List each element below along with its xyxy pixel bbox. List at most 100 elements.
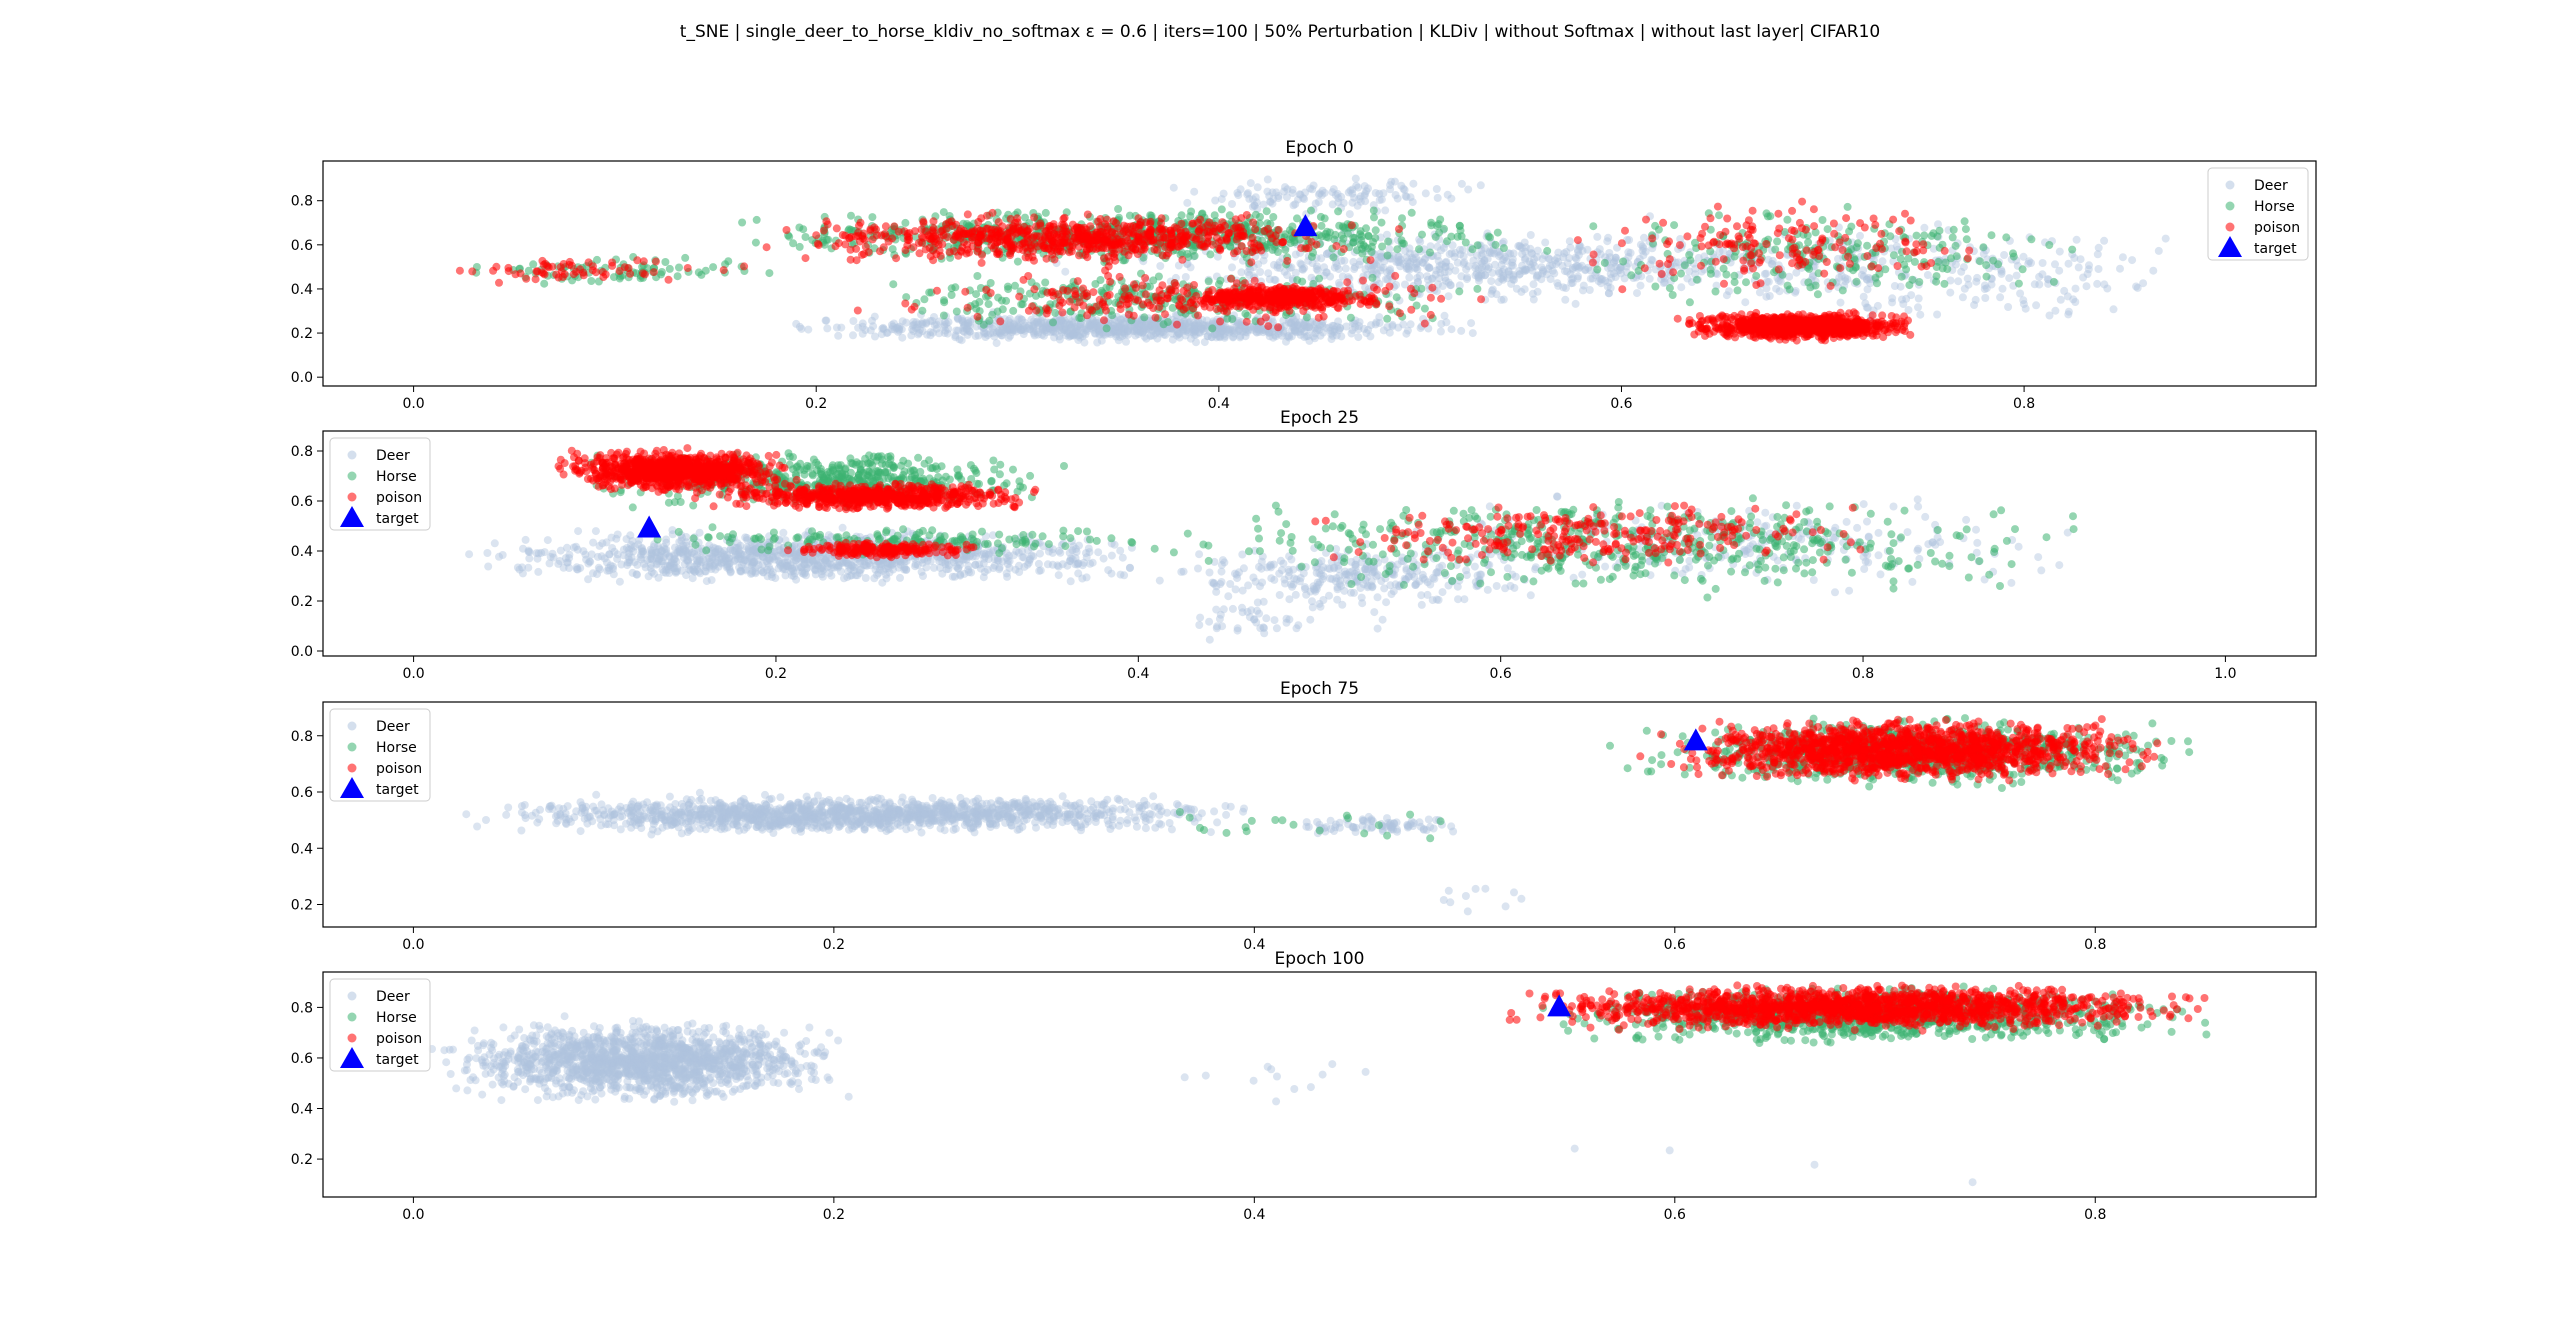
- deer-point: [1094, 323, 1103, 332]
- poison-point: [1088, 306, 1096, 315]
- deer-point: [1364, 325, 1373, 334]
- poison-point: [977, 235, 986, 244]
- deer-point: [1933, 310, 1942, 319]
- deer-point: [895, 326, 904, 335]
- deer-point: [1291, 318, 1300, 326]
- horse-point: [1415, 245, 1423, 254]
- deer-point: [2064, 259, 2073, 268]
- deer-point: [989, 328, 998, 337]
- deer-point: [1183, 198, 1192, 207]
- deer-point: [1458, 245, 1467, 254]
- horse-point: [1204, 277, 1213, 286]
- deer-point: [1056, 322, 1065, 331]
- deer-point: [1287, 332, 1296, 341]
- deer-point: [1169, 183, 1178, 192]
- poison-point: [1047, 288, 1056, 297]
- deer-point: [1146, 322, 1155, 331]
- deer-point: [1241, 325, 1250, 334]
- deer-point: [923, 330, 932, 339]
- deer-point: [894, 327, 903, 336]
- deer-point: [1271, 276, 1280, 285]
- horse-point: [1021, 213, 1029, 222]
- deer-point: [1259, 328, 1268, 337]
- deer-point: [1335, 278, 1343, 287]
- deer-point: [1006, 318, 1015, 327]
- deer-point: [1484, 265, 1493, 273]
- deer-point: [1149, 331, 1158, 340]
- poison-point: [1347, 221, 1356, 230]
- poison-point: [996, 317, 1005, 326]
- deer-point: [1402, 329, 1411, 338]
- horse-point: [1241, 309, 1250, 318]
- horse-point: [1873, 279, 1881, 288]
- poison-point: [1042, 227, 1051, 236]
- poison-point: [973, 312, 982, 321]
- deer-point: [1057, 316, 1066, 325]
- deer-point: [1152, 323, 1161, 332]
- deer-point: [1149, 322, 1157, 331]
- horse-point: [610, 273, 618, 282]
- deer-point: [1016, 326, 1025, 335]
- deer-point: [1008, 324, 1016, 333]
- deer-point: [1110, 325, 1119, 334]
- poison-point: [1410, 289, 1419, 298]
- deer-point: [1312, 326, 1321, 335]
- deer-point: [1553, 279, 1562, 288]
- poison-point: [1299, 307, 1308, 315]
- deer-point: [1132, 327, 1141, 336]
- deer-point: [1254, 324, 1263, 333]
- poison-point: [890, 222, 899, 231]
- poison-point: [1396, 309, 1404, 318]
- deer-point: [918, 320, 927, 329]
- horse-point: [1897, 272, 1906, 281]
- deer-point: [1029, 317, 1038, 326]
- deer-point: [1005, 325, 1014, 334]
- deer-point: [959, 327, 968, 335]
- poison-point: [1141, 274, 1150, 282]
- deer-point: [1045, 324, 1054, 333]
- deer-point: [1034, 319, 1043, 328]
- poison-point: [1300, 293, 1309, 302]
- deer-point: [1237, 268, 1246, 277]
- deer-point: [1431, 270, 1440, 279]
- deer-point: [792, 319, 801, 328]
- deer-point: [1506, 249, 1515, 258]
- poison-point: [719, 266, 728, 275]
- deer-point: [1014, 322, 1023, 331]
- poison-point: [1141, 290, 1150, 299]
- deer-point: [1085, 321, 1094, 330]
- deer-point: [1375, 313, 1384, 322]
- horse-point: [1685, 298, 1694, 307]
- deer-point: [1207, 333, 1216, 342]
- poison-point: [1079, 301, 1088, 310]
- deer-point: [1095, 330, 1104, 339]
- deer-point: [1034, 330, 1042, 339]
- deer-point: [1287, 318, 1296, 327]
- deer-point: [1067, 323, 1076, 332]
- deer-point: [1014, 323, 1023, 332]
- deer-point: [1112, 332, 1121, 341]
- poison-point: [1175, 302, 1184, 311]
- deer-point: [1296, 259, 1305, 268]
- deer-point: [1394, 323, 1403, 332]
- deer-point: [1142, 325, 1151, 334]
- deer-point: [1042, 322, 1051, 331]
- deer-point: [1348, 326, 1357, 335]
- deer-point: [1147, 322, 1156, 331]
- deer-point: [1020, 326, 1029, 335]
- poison-point: [1146, 229, 1155, 238]
- deer-point: [1194, 321, 1203, 330]
- deer-point: [1244, 326, 1253, 335]
- deer-point: [1722, 291, 1731, 300]
- deer-point: [1253, 183, 1262, 192]
- epoch-0-panel: Epoch 00.0 0.2 0.4 0.6 0.80.00.20.40.60.8Dee…: [291, 138, 2317, 412]
- deer-point: [1066, 331, 1075, 340]
- deer-point: [1005, 321, 1014, 330]
- deer-point: [2149, 266, 2158, 275]
- deer-point: [1254, 325, 1263, 334]
- deer-point: [1318, 319, 1326, 328]
- deer-point: [1360, 324, 1369, 333]
- deer-point: [1165, 324, 1174, 333]
- deer-point: [1129, 327, 1138, 336]
- deer-point: [1191, 327, 1200, 336]
